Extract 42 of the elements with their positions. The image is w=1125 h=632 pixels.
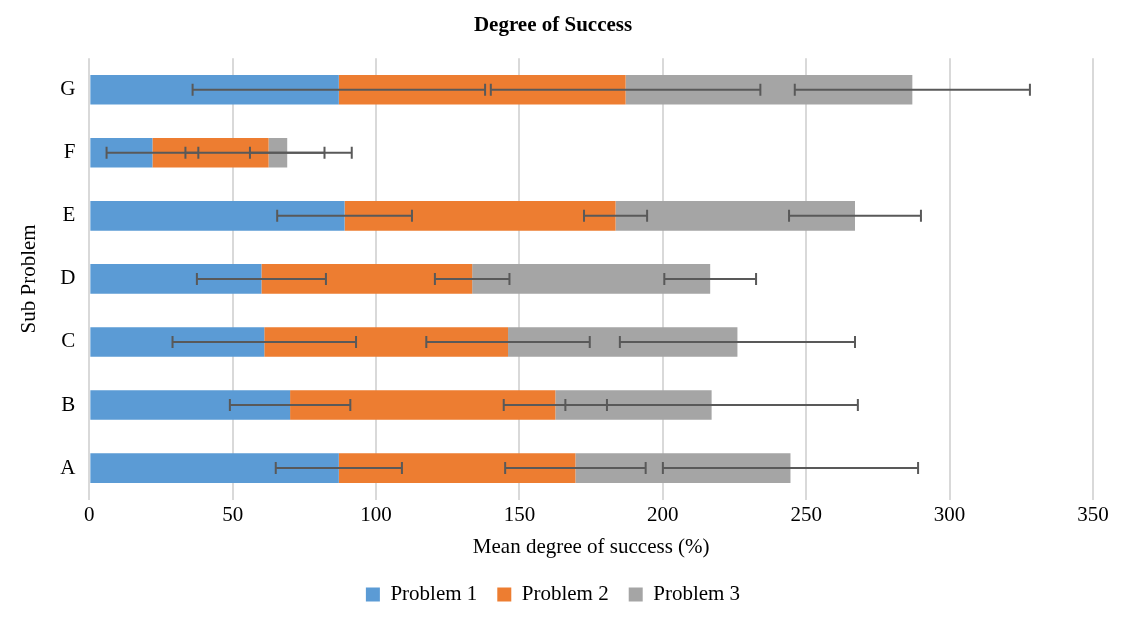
legend-label: Problem 2: [521, 581, 609, 606]
bar: [338, 453, 576, 483]
bar: [90, 390, 291, 420]
bar: [261, 264, 473, 294]
bar: [508, 327, 738, 357]
bar: [625, 74, 913, 105]
legend-label: Problem 1: [390, 581, 478, 606]
legend-label: Problem 3: [653, 581, 741, 606]
bar: [338, 74, 626, 105]
bar: [90, 264, 262, 294]
y-tick-label: B: [61, 391, 76, 416]
x-axis-title: Mean degree of success (%): [472, 533, 710, 558]
x-tick-label: 50: [222, 501, 244, 526]
y-tick-label: D: [60, 265, 76, 290]
bar: [152, 137, 269, 168]
y-tick-label: E: [62, 202, 76, 227]
x-tick-label: 150: [503, 501, 536, 526]
bar: [264, 327, 509, 357]
bar: [90, 137, 153, 168]
chart-title: Degree of Success: [473, 12, 633, 37]
x-tick-label: 100: [360, 501, 392, 526]
bar: [575, 453, 791, 483]
bar: [344, 201, 616, 231]
bar: [268, 137, 288, 168]
x-tick-label: 300: [933, 501, 966, 526]
y-axis-title: Sub Problem: [16, 224, 41, 334]
y-tick-label: G: [60, 76, 76, 101]
bar: [472, 264, 711, 294]
y-tick-label: C: [61, 328, 76, 353]
bar: [555, 390, 712, 420]
x-tick-label: 0: [84, 501, 95, 526]
bar: [90, 453, 339, 483]
bar: [90, 201, 345, 231]
y-tick-label: A: [60, 454, 77, 479]
bar: [90, 74, 339, 105]
x-tick-label: 350: [1077, 501, 1109, 526]
y-tick-label: F: [63, 139, 76, 164]
bar: [90, 327, 265, 357]
bar: [290, 390, 556, 420]
bar: [615, 201, 855, 231]
x-tick-label: 200: [647, 501, 679, 526]
x-tick-label: 250: [790, 501, 822, 526]
